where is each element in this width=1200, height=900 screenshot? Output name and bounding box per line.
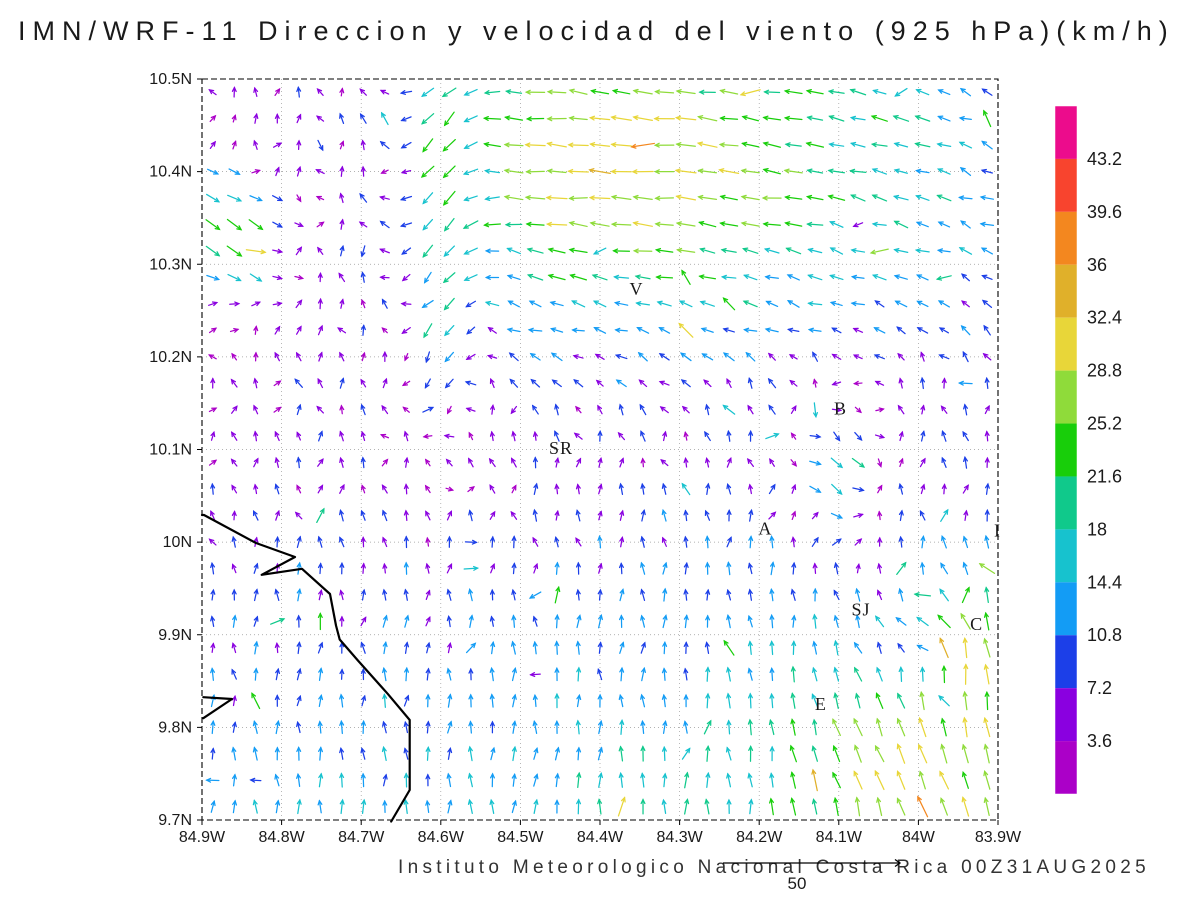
svg-text:A: A <box>758 519 772 539</box>
svg-text:28.8: 28.8 <box>1087 361 1122 381</box>
svg-text:84.3W: 84.3W <box>656 829 703 846</box>
svg-text:I: I <box>994 521 1001 541</box>
svg-text:9.7N: 9.7N <box>158 812 192 829</box>
svg-text:84.4W: 84.4W <box>577 829 624 846</box>
svg-text:E: E <box>815 694 827 714</box>
svg-text:84W: 84W <box>902 829 936 846</box>
svg-text:10.2N: 10.2N <box>149 349 192 366</box>
svg-text:84.5W: 84.5W <box>497 829 544 846</box>
svg-text:SJ: SJ <box>852 599 871 619</box>
svg-text:10N: 10N <box>163 534 192 551</box>
svg-text:10.4N: 10.4N <box>149 164 192 181</box>
svg-text:32.4: 32.4 <box>1087 308 1122 328</box>
svg-text:83.9W: 83.9W <box>975 829 1022 846</box>
svg-text:43.2: 43.2 <box>1087 149 1122 169</box>
svg-text:10.8: 10.8 <box>1087 625 1122 645</box>
svg-text:7.2: 7.2 <box>1087 678 1112 698</box>
svg-text:50: 50 <box>788 874 807 893</box>
svg-text:10.3N: 10.3N <box>149 256 192 273</box>
svg-text:84.9W: 84.9W <box>179 829 226 846</box>
svg-text:84.6W: 84.6W <box>418 829 465 846</box>
svg-text:Instituto Meteorologico Naci: Instituto Meteorologico Nacional Costa R… <box>398 857 1150 878</box>
svg-text:C: C <box>970 614 983 634</box>
svg-text:84.1W: 84.1W <box>816 829 863 846</box>
svg-text:10.5N: 10.5N <box>149 71 192 88</box>
svg-text:36: 36 <box>1087 255 1107 275</box>
svg-text:V: V <box>629 279 643 299</box>
svg-text:84.7W: 84.7W <box>338 829 385 846</box>
svg-text:9.9N: 9.9N <box>158 627 192 644</box>
svg-text:3.6: 3.6 <box>1087 731 1112 751</box>
svg-text:21.6: 21.6 <box>1087 466 1122 486</box>
svg-text:14.4: 14.4 <box>1087 572 1122 592</box>
svg-text:84.8W: 84.8W <box>258 829 305 846</box>
svg-text:IMN/WRF-11 Direccion y velocid: IMN/WRF-11 Direccion y velocidad del vie… <box>18 16 1175 46</box>
svg-text:84.2W: 84.2W <box>736 829 783 846</box>
svg-text:10.1N: 10.1N <box>149 442 192 459</box>
svg-text:9.8N: 9.8N <box>158 719 192 736</box>
svg-text:18: 18 <box>1087 519 1107 539</box>
svg-text:39.6: 39.6 <box>1087 202 1122 222</box>
svg-text:B: B <box>834 398 847 418</box>
svg-text:25.2: 25.2 <box>1087 414 1122 434</box>
svg-text:SR: SR <box>549 438 573 458</box>
